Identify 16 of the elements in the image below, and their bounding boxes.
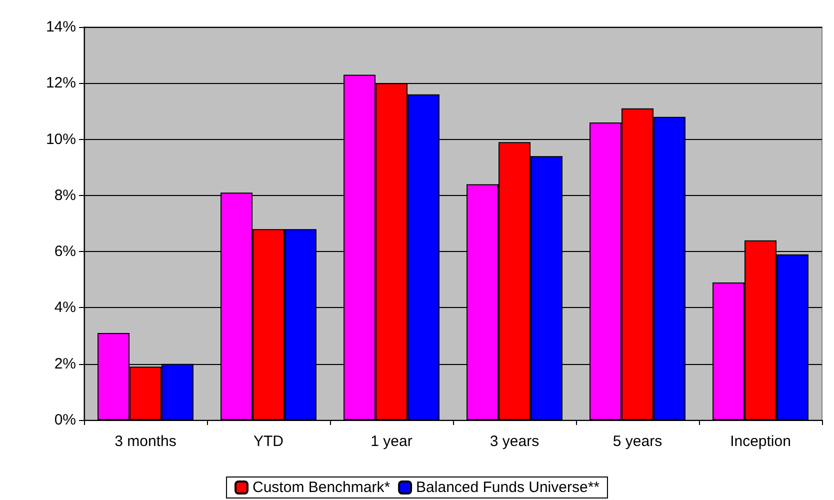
x-tick-label: 3 years bbox=[490, 433, 540, 450]
x-tick-label: YTD bbox=[254, 433, 284, 450]
y-tick-label: 8% bbox=[54, 186, 76, 204]
x-tick-label: Inception bbox=[730, 433, 791, 450]
x-tick-label: 3 months bbox=[114, 433, 176, 450]
x-tick-label: 5 years bbox=[612, 433, 662, 450]
x-tick-label: 1 year bbox=[370, 433, 412, 450]
y-tick-label: 0% bbox=[54, 412, 76, 428]
y-tick-label: 6% bbox=[54, 243, 76, 260]
legend-label: Balanced Funds Universe** bbox=[416, 479, 600, 496]
y-tick-label: 10% bbox=[46, 130, 76, 148]
y-tick-label: 4% bbox=[54, 299, 76, 316]
y-tick-label: 2% bbox=[54, 355, 76, 372]
legend-label: Custom Benchmark* bbox=[252, 479, 390, 496]
y-tick-label: 12% bbox=[46, 74, 76, 92]
y-tick-label: 14% bbox=[46, 18, 76, 36]
